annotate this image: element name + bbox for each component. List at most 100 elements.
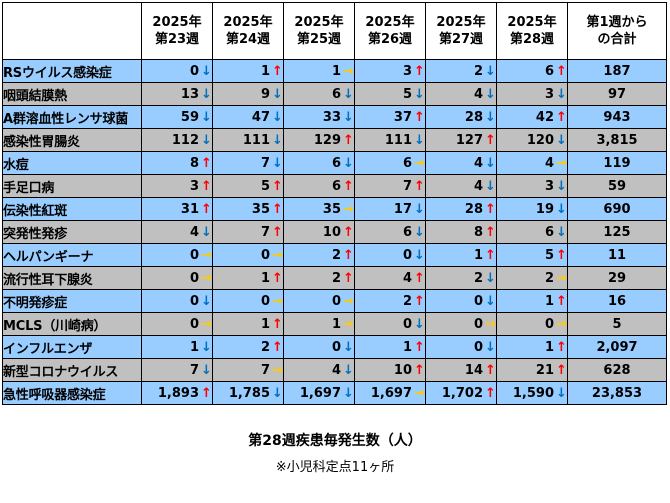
trend-up-icon: ↑ [485,201,496,217]
trend-flat-icon: → [272,362,283,378]
disease-name: 感染性胃腸炎 [2,128,142,152]
count-value: 6 [544,63,554,79]
count-value: 0 [473,316,483,332]
total-cell: 23,853 [567,381,667,405]
trend-down-icon: ↓ [201,86,212,102]
week-count-cell: 127 ↑ [425,128,497,152]
count-value: 4 [473,86,483,102]
trend-down-icon: ↓ [201,339,212,355]
week-count-cell: 3 ↑ [141,174,213,198]
count-value: 7 [260,155,270,171]
week-count-cell: 0 ↓ [283,335,355,359]
count-value: 3 [544,86,554,102]
trend-down-icon: ↓ [272,86,283,102]
count-value: 5 [544,247,554,263]
table-row: 水痘 8 ↑ 7 ↓ 6 ↓ 6 → 4 ↓ 4 → 119 [2,151,667,175]
week-count-cell: 14 ↑ [425,358,497,382]
trend-up-icon: ↑ [343,132,354,148]
count-value: 2 [331,270,341,286]
table-row: 急性呼吸器感染症 1,893 ↑ 1,785 ↓ 1,697 ↓ 1,697 → 1,702 ↑ 1,… [2,381,667,405]
trend-down-icon: ↓ [201,362,212,378]
week-count-cell: 5 ↑ [212,174,284,198]
trend-flat-icon: → [201,270,212,286]
trend-up-icon: ↑ [485,362,496,378]
total-cell: 690 [567,197,667,221]
trend-up-icon: ↑ [414,109,425,125]
week-count-cell: 129 ↑ [283,128,355,152]
week-count-cell: 0 → [141,243,213,267]
week-count-cell: 2 ↑ [354,289,426,313]
week-count-cell: 8 ↑ [141,151,213,175]
trend-up-icon: ↑ [201,385,212,401]
trend-up-icon: ↑ [343,178,354,194]
count-value: 0 [189,270,199,286]
count-value: 2 [402,293,412,309]
count-value: 0 [473,293,483,309]
total-cell: 119 [567,151,667,175]
week-count-cell: 13 ↓ [141,82,213,106]
week-count-cell: 1,785 ↓ [212,381,284,405]
total-cell: 628 [567,358,667,382]
week-count-cell: 4 ↓ [141,220,213,244]
trend-flat-icon: → [201,316,212,332]
count-value: 37 [393,109,412,125]
trend-up-icon: ↑ [272,178,283,194]
trend-down-icon: ↓ [343,86,354,102]
week-header-2: 2025年 第24週 [212,2,284,60]
trend-down-icon: ↓ [485,109,496,125]
trend-up-icon: ↑ [414,178,425,194]
count-value: 0 [402,316,412,332]
total-cell: 16 [567,289,667,313]
week-count-cell: 6 → [354,151,426,175]
trend-up-icon: ↑ [272,201,283,217]
week-count-cell: 1 ↑ [496,289,568,313]
count-value: 0 [189,247,199,263]
week-count-cell: 6 ↓ [283,82,355,106]
trend-up-icon: ↑ [201,178,212,194]
count-value: 2 [260,339,270,355]
count-value: 9 [260,86,270,102]
week-count-cell: 47 ↓ [212,105,284,129]
trend-flat-icon: → [343,201,354,217]
count-value: 1 [189,339,199,355]
table-row: MCLS（川崎病） 0 → 1 ↑ 1 → 0 ↓ 0 → 0 → 5 [2,312,667,336]
trend-down-icon: ↓ [414,247,425,263]
trend-up-icon: ↑ [414,339,425,355]
trend-up-icon: ↑ [272,270,283,286]
trend-flat-icon: → [272,293,283,309]
disease-name: 伝染性紅斑 [2,197,142,221]
trend-down-icon: ↓ [556,178,567,194]
count-value: 6 [331,86,341,102]
disease-name: RSウイルス感染症 [2,59,142,83]
count-value: 28 [464,109,483,125]
week-count-cell: 112 ↓ [141,128,213,152]
trend-down-icon: ↓ [272,132,283,148]
week-count-cell: 4 ↓ [425,174,497,198]
week-count-cell: 1 ↑ [212,312,284,336]
trend-up-icon: ↑ [556,293,567,309]
count-value: 4 [331,362,341,378]
count-value: 6 [402,224,412,240]
count-value: 0 [473,339,483,355]
count-value: 0 [260,293,270,309]
trend-flat-icon: → [201,247,212,263]
week-count-cell: 33 ↓ [283,105,355,129]
trend-flat-icon: → [485,316,496,332]
count-value: 111 [242,132,270,148]
count-value: 31 [180,201,199,217]
table-row: ヘルパンギーナ 0 → 0 → 2 ↑ 0 ↓ 1 ↑ 5 ↑ 11 [2,243,667,267]
week-count-cell: 7 ↓ [141,358,213,382]
trend-down-icon: ↓ [485,339,496,355]
trend-up-icon: ↑ [556,247,567,263]
count-value: 6 [331,155,341,171]
trend-flat-icon: → [343,63,354,79]
total-cell: 5 [567,312,667,336]
week-count-cell: 4 ↓ [283,358,355,382]
disease-table: 2025年 第23週 2025年 第24週 2025年 第25週 2025年 第26週 2025… [2,2,667,405]
count-value: 6 [331,178,341,194]
week-header-6: 2025年 第28週 [496,2,568,60]
week-header-4-line-2: 第26週 [367,32,413,47]
trend-down-icon: ↓ [485,86,496,102]
count-value: 0 [260,247,270,263]
week-header-1-line-2: 第23週 [154,32,200,47]
